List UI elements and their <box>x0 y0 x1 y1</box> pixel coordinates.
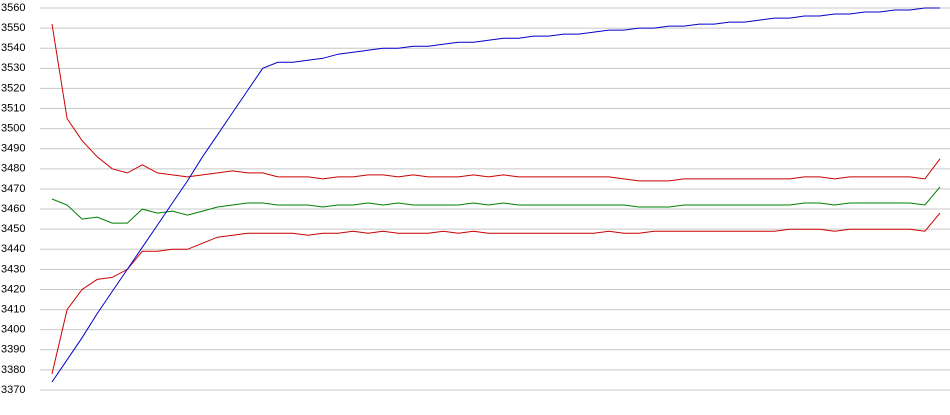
series-line <box>51 24 941 182</box>
y-tick-label: 3550 <box>1 22 25 34</box>
y-tick-label: 3530 <box>1 62 25 74</box>
series-line <box>51 186 941 224</box>
y-tick-label: 3370 <box>1 384 25 396</box>
y-tick-label: 3420 <box>1 283 25 295</box>
y-tick-label: 3540 <box>1 42 25 54</box>
y-tick-label: 3440 <box>1 243 25 255</box>
y-tick-label: 3470 <box>1 183 25 195</box>
y-tick-label: 3390 <box>1 344 25 356</box>
y-tick-label: 3430 <box>1 263 25 275</box>
series-line <box>51 7 940 383</box>
y-tick-label: 3520 <box>1 82 25 94</box>
y-tick-label: 3460 <box>1 203 25 215</box>
y-tick-label: 3510 <box>1 102 25 114</box>
y-tick-label: 3380 <box>1 364 25 376</box>
y-tick-label: 3480 <box>1 163 25 175</box>
y-tick-label: 3560 <box>1 2 25 14</box>
y-tick-label: 3490 <box>1 143 25 155</box>
y-tick-label: 3400 <box>1 324 25 336</box>
series-line <box>51 212 941 375</box>
y-tick-label: 3450 <box>1 223 25 235</box>
y-tick-label: 3410 <box>1 303 25 315</box>
y-tick-label: 3500 <box>1 123 25 135</box>
